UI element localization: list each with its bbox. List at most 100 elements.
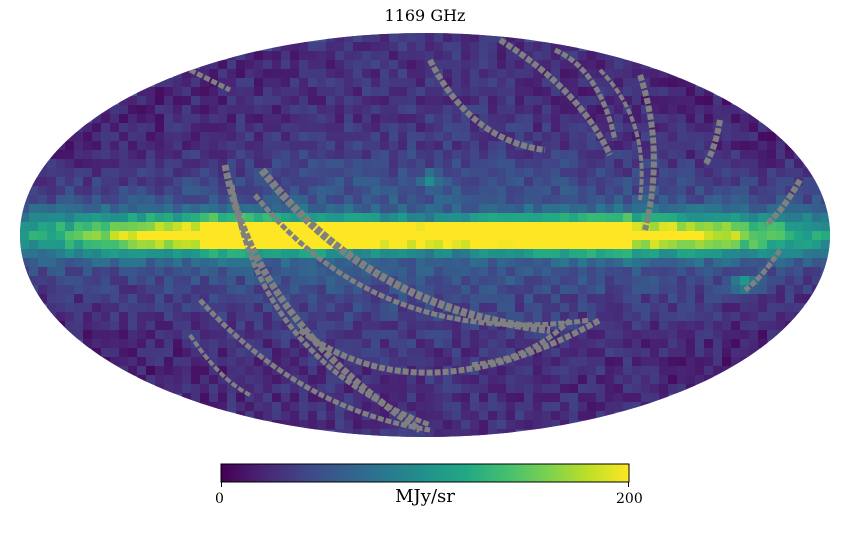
sky-pixel — [434, 231, 444, 241]
sky-pixel — [470, 141, 480, 151]
sky-pixel — [497, 87, 507, 97]
sky-pixel — [668, 177, 678, 187]
sky-pixel — [668, 384, 678, 394]
sky-pixel — [533, 402, 543, 412]
sky-pixel — [173, 267, 183, 277]
sky-pixel — [650, 339, 660, 349]
sky-pixel — [686, 303, 696, 313]
sky-pixel — [533, 267, 543, 277]
sky-pixel — [425, 42, 435, 52]
sky-pixel — [659, 168, 669, 178]
sky-pixel — [281, 132, 291, 142]
sky-pixel — [407, 222, 417, 232]
sky-pixel — [272, 420, 282, 430]
sky-pixel — [380, 141, 390, 151]
sky-pixel — [416, 42, 426, 52]
masked-arc — [188, 67, 232, 93]
sky-pixel — [236, 123, 246, 133]
sky-pixel — [119, 348, 129, 358]
sky-pixel — [497, 150, 507, 160]
sky-pixel — [182, 195, 192, 205]
sky-pixel — [110, 249, 120, 259]
sky-pixel — [560, 276, 570, 286]
sky-pixel — [551, 141, 561, 151]
sky-pixel — [299, 357, 309, 367]
sky-pixel — [38, 204, 48, 214]
sky-pixel — [713, 213, 723, 223]
sky-pixel — [308, 87, 318, 97]
sky-pixel — [326, 150, 336, 160]
sky-pixel — [335, 375, 345, 385]
sky-pixel — [650, 375, 660, 385]
sky-pixel — [470, 420, 480, 430]
sky-pixel — [578, 258, 588, 268]
sky-pixel — [146, 375, 156, 385]
sky-pixel — [200, 177, 210, 187]
sky-pixel — [290, 123, 300, 133]
sky-pixel — [713, 195, 723, 205]
sky-pixel — [731, 105, 741, 115]
sky-pixel — [650, 258, 660, 268]
sky-pixel — [47, 249, 57, 259]
sky-pixel — [461, 78, 471, 88]
sky-pixel — [524, 249, 534, 259]
sky-pixel — [587, 276, 597, 286]
sky-pixel — [740, 114, 750, 124]
sky-pixel — [587, 330, 597, 340]
sky-pixel — [182, 339, 192, 349]
sky-pixel — [344, 240, 354, 250]
sky-pixel — [641, 132, 651, 142]
sky-pixel — [209, 150, 219, 160]
sky-pixel — [488, 204, 498, 214]
sky-pixel — [524, 366, 534, 376]
sky-pixel — [479, 339, 489, 349]
sky-pixel — [254, 141, 264, 151]
sky-pixel — [497, 105, 507, 115]
sky-pixel — [488, 411, 498, 421]
sky-pixel — [245, 402, 255, 412]
sky-pixel — [677, 114, 687, 124]
sky-pixel — [686, 168, 696, 178]
sky-pixel — [236, 258, 246, 268]
sky-pixel — [236, 393, 246, 403]
sky-pixel — [614, 348, 624, 358]
sky-pixel — [371, 159, 381, 169]
sky-pixel — [191, 132, 201, 142]
sky-pixel — [380, 195, 390, 205]
sky-pixel — [407, 150, 417, 160]
sky-pixel — [290, 69, 300, 79]
sky-pixel — [425, 168, 435, 178]
sky-pixel — [137, 312, 147, 322]
sky-pixel — [164, 285, 174, 295]
sky-pixel — [641, 348, 651, 358]
sky-pixel — [452, 285, 462, 295]
sky-pixel — [371, 60, 381, 70]
sky-pixel — [164, 204, 174, 214]
sky-pixel — [38, 294, 48, 304]
sky-pixel — [749, 177, 759, 187]
sky-pixel — [479, 366, 489, 376]
sky-pixel — [578, 222, 588, 232]
sky-pixel — [173, 294, 183, 304]
sky-pixel — [677, 186, 687, 196]
sky-pixel — [137, 249, 147, 259]
sky-pixel — [191, 150, 201, 160]
sky-pixel — [740, 321, 750, 331]
sky-pixel — [380, 33, 390, 43]
sky-pixel — [110, 141, 120, 151]
sky-pixel — [335, 213, 345, 223]
sky-pixel — [740, 294, 750, 304]
sky-pixel — [317, 141, 327, 151]
sky-pixel — [47, 303, 57, 313]
sky-pixel — [569, 204, 579, 214]
sky-pixel — [299, 267, 309, 277]
sky-pixel — [488, 276, 498, 286]
map-body — [20, 33, 830, 437]
sky-pixel — [551, 276, 561, 286]
sky-pixel — [353, 366, 363, 376]
sky-pixel — [605, 213, 615, 223]
sky-pixel — [524, 150, 534, 160]
sky-pixel — [497, 186, 507, 196]
sky-pixel — [443, 42, 453, 52]
sky-pixel — [74, 186, 84, 196]
